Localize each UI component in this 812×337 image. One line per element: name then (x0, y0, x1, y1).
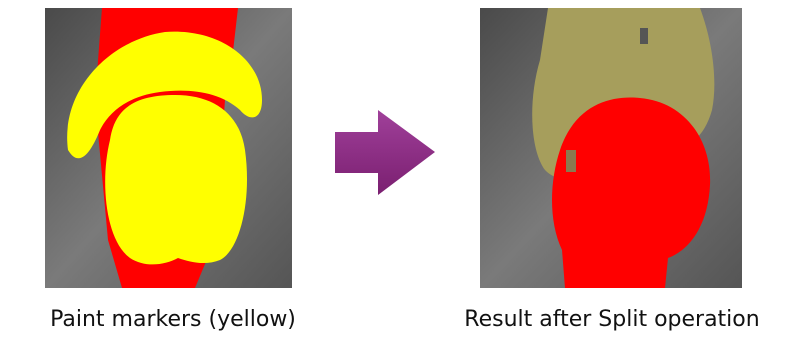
left-image (45, 8, 292, 288)
figure: Paint markers (yellow) Result after Spli… (0, 0, 812, 337)
caption: Result after Split operation (464, 307, 759, 332)
yellow-marker-bottom (105, 95, 247, 264)
hole (566, 150, 576, 172)
page: Paint markers (yellow) Result after Spli… (0, 0, 812, 337)
right-image (480, 8, 742, 288)
caption: Paint markers (yellow) (50, 307, 296, 332)
hole (640, 28, 648, 44)
arrow (335, 110, 435, 195)
